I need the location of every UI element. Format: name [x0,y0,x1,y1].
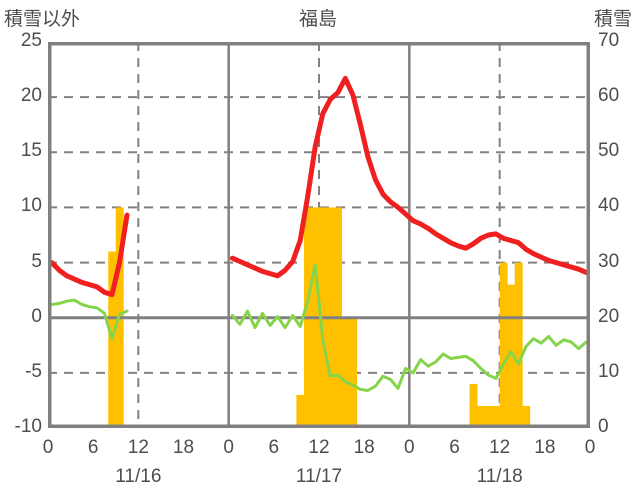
x-tick-4: 0 [223,437,234,458]
x-tick-6: 12 [308,437,330,458]
bar-hour-40 [349,317,358,428]
temperature-line [49,75,590,298]
left-tick--10: -10 [14,416,42,437]
right-tick-60: 60 [598,85,620,107]
right-axis-label: 積雪 [593,9,632,30]
day-label-1: 11/17 [295,466,343,487]
x-tick-8: 0 [404,437,415,458]
x-tick-0: 0 [42,437,54,458]
right-tick-0: 0 [598,416,609,437]
x-tick-7: 18 [353,437,375,458]
x-tick-9: 6 [449,437,460,458]
x-tick-5: 6 [268,437,280,458]
right-tick-20: 20 [598,305,620,327]
bar-hour-63 [522,405,531,428]
right-tick-40: 40 [598,195,620,217]
right-tick-30: 30 [598,250,620,272]
day-label-0: 11/16 [115,466,162,487]
bar-hour-33 [296,394,305,428]
temperature-line-segment [49,212,130,298]
x-tick-11: 18 [534,437,556,458]
wind-line-segment [50,298,129,341]
left-tick-25: 25 [20,30,42,51]
bar-hour-57 [477,405,486,428]
chart-title: 福島 [298,9,337,30]
bar-hour-59 [492,405,501,428]
plot-area [48,42,590,428]
right-tick-70: 70 [598,30,620,51]
wind-line-segment [230,263,590,392]
left-tick-5: 5 [31,250,42,272]
bar-hour-61 [507,284,516,428]
bar-hour-60 [499,262,508,428]
left-tick-0: 0 [31,305,42,327]
left-tick-10: 10 [20,195,42,217]
plot-svg [48,42,590,428]
x-tick-3: 18 [172,437,195,458]
x-tick-12: 0 [584,437,596,458]
left-tick--5: -5 [25,360,42,382]
x-tick-2: 12 [127,437,149,458]
bar-hour-58 [484,405,493,428]
temperature-line-segment [229,75,590,279]
plot-frame [48,42,590,428]
bar-hour-39 [341,317,350,428]
day-label-2: 11/18 [476,466,523,487]
bar-hour-62 [514,262,523,428]
right-tick-50: 50 [598,140,620,162]
left-axis-label: 積雪以外 [4,9,81,30]
wind-line [50,263,590,392]
x-tick-1: 6 [87,437,99,458]
left-tick-15: 15 [20,140,42,162]
x-tick-10: 12 [489,437,511,458]
bar-hour-56 [469,383,478,428]
right-tick-10: 10 [598,360,620,382]
left-tick-20: 20 [20,85,42,107]
